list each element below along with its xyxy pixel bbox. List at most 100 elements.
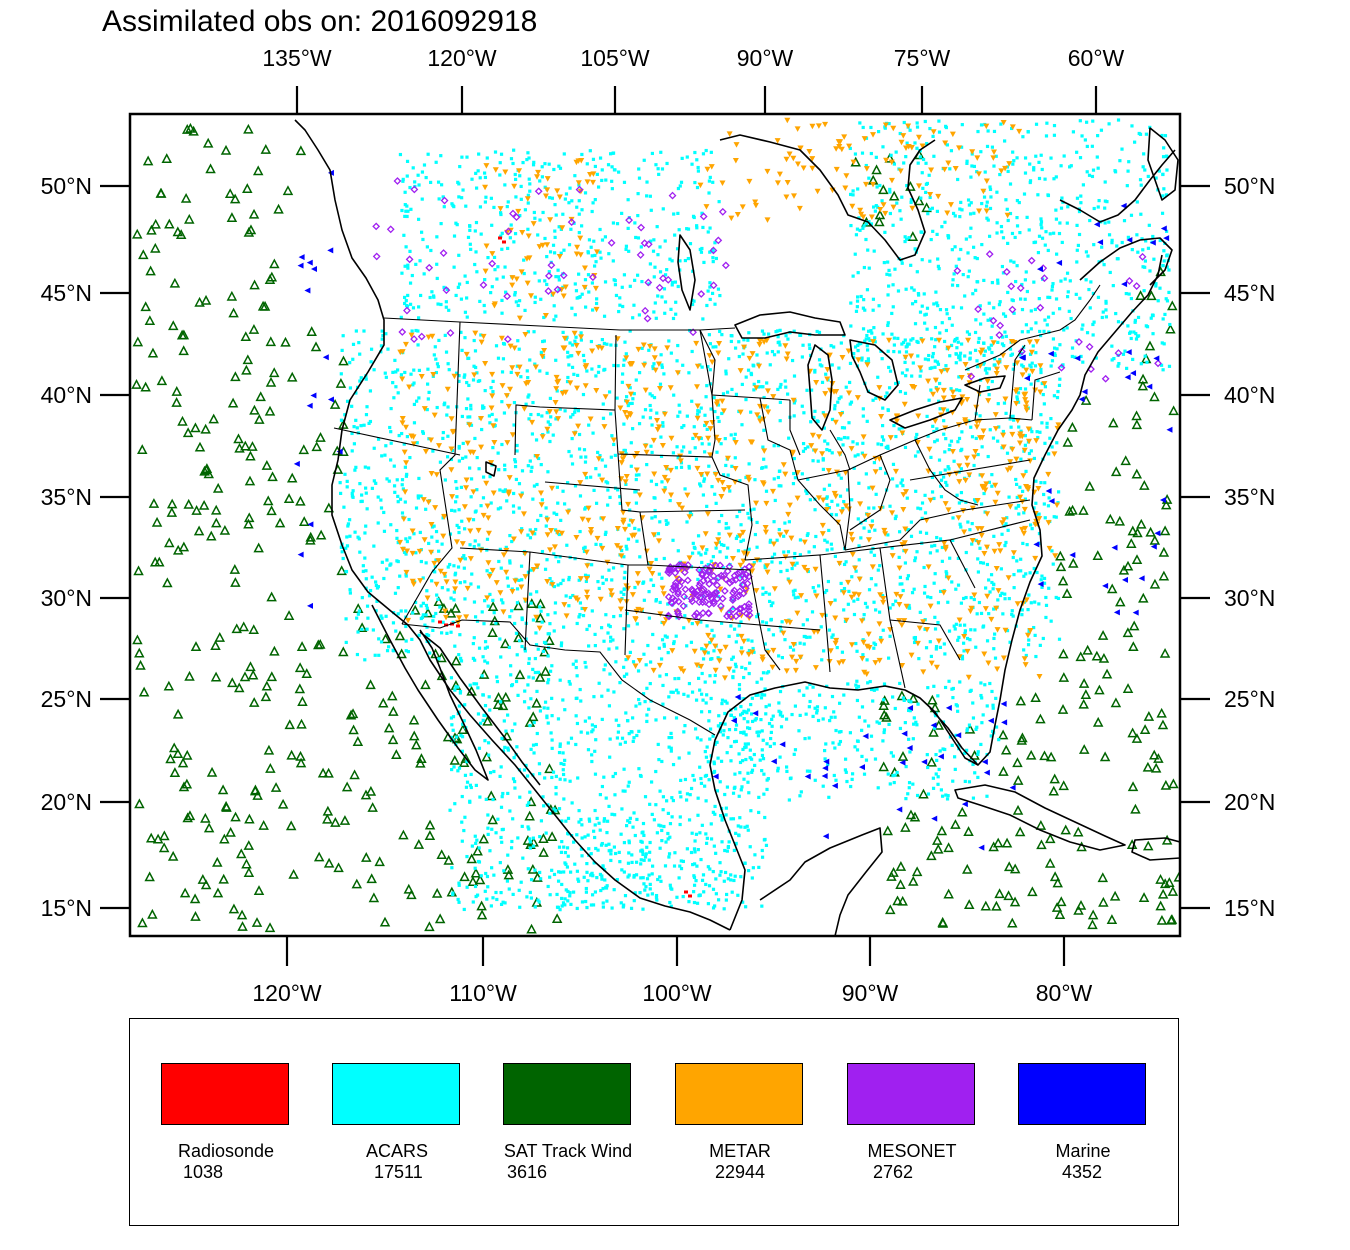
acars-marker	[937, 458, 942, 462]
acars-marker	[1061, 363, 1065, 367]
acars-marker	[658, 245, 662, 249]
acars-marker	[756, 693, 760, 697]
acars-marker	[958, 388, 962, 393]
acars-marker	[537, 279, 541, 283]
acars-marker	[985, 704, 989, 708]
acars-marker	[499, 765, 503, 769]
acars-marker	[1010, 609, 1014, 613]
acars-marker	[911, 782, 915, 786]
acars-marker	[975, 365, 980, 369]
acars-marker	[350, 431, 354, 436]
acars-marker	[817, 358, 822, 362]
acars-marker	[957, 501, 961, 505]
acars-marker	[779, 382, 783, 387]
acars-marker	[546, 430, 550, 434]
acars-marker	[937, 267, 941, 271]
acars-marker	[412, 421, 417, 425]
acars-marker	[350, 449, 354, 453]
acars-marker	[639, 774, 643, 778]
acars-marker	[500, 247, 504, 251]
acars-marker	[471, 641, 475, 646]
acars-marker	[610, 187, 614, 191]
acars-marker	[951, 278, 955, 282]
acars-marker	[953, 245, 957, 249]
sat-track-wind-marker	[338, 355, 349, 366]
sat-track-wind-marker	[1064, 505, 1075, 516]
acars-marker	[1055, 395, 1060, 400]
acars-marker	[999, 567, 1003, 571]
acars-marker	[729, 624, 733, 628]
acars-marker	[761, 620, 765, 624]
acars-marker	[348, 588, 352, 592]
acars-marker	[473, 349, 478, 353]
acars-marker	[644, 885, 648, 889]
acars-marker	[864, 758, 869, 762]
acars-marker	[641, 907, 645, 911]
acars-marker	[1039, 481, 1043, 485]
acars-marker	[970, 164, 974, 168]
sat-track-wind-marker	[1131, 468, 1143, 479]
acars-marker	[696, 169, 701, 173]
acars-marker	[884, 445, 888, 450]
acars-marker	[1029, 365, 1033, 369]
acars-marker	[841, 443, 845, 447]
acars-marker	[914, 299, 918, 304]
acars-marker	[953, 627, 957, 631]
acars-marker	[540, 165, 544, 169]
sat-track-wind-marker	[367, 802, 378, 812]
acars-marker	[920, 501, 925, 505]
acars-marker	[585, 162, 589, 166]
sat-track-wind-marker	[301, 668, 312, 679]
acars-marker	[1143, 354, 1147, 358]
acars-marker	[1067, 309, 1071, 313]
acars-marker	[630, 730, 634, 734]
acars-marker	[557, 225, 561, 229]
acars-marker	[976, 452, 980, 457]
acars-marker	[1050, 549, 1054, 553]
acars-marker	[481, 496, 486, 500]
acars-marker	[936, 257, 940, 261]
acars-marker	[692, 847, 697, 851]
acars-marker	[526, 533, 530, 537]
acars-marker	[482, 406, 486, 410]
acars-marker	[1051, 282, 1055, 286]
acars-marker	[525, 895, 529, 899]
acars-marker	[764, 843, 769, 847]
acars-marker	[492, 769, 496, 774]
sat-track-wind-marker	[236, 909, 248, 920]
acars-marker	[1080, 134, 1084, 138]
acars-marker	[723, 699, 728, 703]
acars-marker	[549, 415, 553, 419]
acars-marker	[802, 634, 806, 639]
acars-marker	[1115, 244, 1119, 248]
acars-marker	[790, 358, 795, 363]
acars-marker	[454, 685, 458, 689]
acars-marker	[778, 343, 782, 347]
acars-marker	[533, 656, 537, 661]
acars-marker	[1053, 353, 1057, 358]
acars-marker	[341, 556, 345, 561]
acars-marker	[890, 311, 894, 316]
acars-marker	[403, 301, 407, 306]
acars-marker	[512, 240, 516, 244]
acars-marker	[990, 324, 994, 328]
acars-marker	[566, 854, 570, 858]
acars-marker	[635, 539, 639, 543]
acars-marker	[748, 661, 752, 665]
acars-marker	[861, 441, 865, 445]
acars-marker	[882, 730, 886, 735]
acars-marker	[567, 604, 571, 608]
sat-track-wind-marker	[431, 887, 443, 898]
acars-marker	[760, 904, 764, 908]
acars-marker	[417, 217, 421, 221]
acars-marker	[393, 490, 397, 494]
acars-marker	[792, 456, 796, 461]
acars-marker	[692, 425, 696, 429]
acars-marker	[529, 592, 533, 596]
acars-marker	[512, 491, 516, 496]
acars-marker	[434, 611, 438, 616]
sat-track-wind-marker	[905, 809, 917, 820]
acars-marker	[857, 216, 861, 220]
acars-marker	[662, 644, 666, 648]
acars-marker	[1018, 230, 1022, 235]
